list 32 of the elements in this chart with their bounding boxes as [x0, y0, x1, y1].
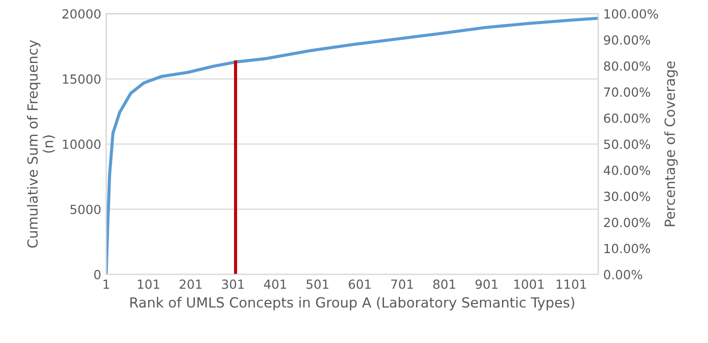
y2-tick-label: 40.00% [604, 166, 650, 176]
x-tick-label: 301 [222, 279, 244, 289]
y-tick-label: 10000 [62, 140, 101, 149]
x-axis-title: Rank of UMLS Concepts in Group A (Laboratory Semantic Types) [130, 296, 574, 310]
y2-tick-label: 100.00% [604, 9, 658, 19]
y-tick-label: 15000 [62, 74, 101, 84]
x-tick-label: 201 [180, 279, 202, 289]
y-tick-label: 0 [94, 270, 101, 280]
line-series [106, 16, 598, 274]
y2-tick-label: 70.00% [604, 87, 650, 97]
y2-tick-label: 60.00% [604, 113, 650, 123]
y2-tick-label: 30.00% [604, 192, 650, 202]
y-tick-label: 5000 [70, 204, 101, 214]
y2-tick-label: 90.00% [604, 35, 650, 45]
x-tick-label: 901 [476, 279, 498, 289]
x-tick-label: 401 [264, 279, 286, 289]
x-tick-label: 501 [306, 279, 328, 289]
y2-tick-label: 10.00% [604, 244, 650, 254]
y2-tick-label: 20.00% [604, 218, 650, 228]
x-tick-label: 101 [138, 279, 160, 289]
x-tick-label: 701 [391, 279, 413, 289]
x-tick-label: 601 [348, 279, 371, 289]
y2-axis-title: Percentage of Coverage [664, 61, 678, 226]
x-tick-label: 1 [104, 280, 110, 289]
x-tick-label: 1001 [514, 279, 544, 289]
y2-tick-label: 50.00% [604, 140, 650, 149]
y-tick-label: 20000 [62, 9, 101, 19]
y-axis-title: Cumulative Sum of Frequency (n) [27, 40, 55, 248]
x-tick-label: 1101 [556, 279, 586, 289]
y2-tick-label: 0.00% [604, 270, 642, 280]
y2-tick-label: 80.00% [604, 61, 650, 71]
x-tick-label: 801 [433, 279, 456, 289]
